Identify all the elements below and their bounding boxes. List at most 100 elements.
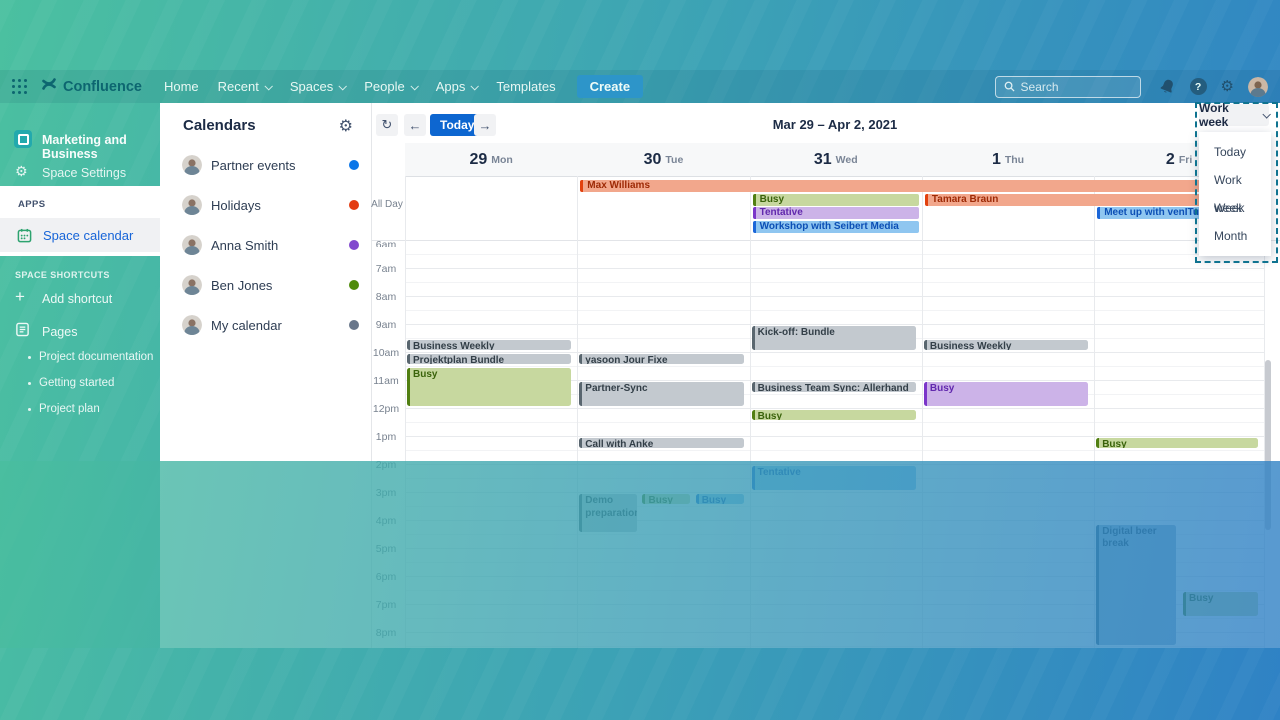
notifications-bell-icon[interactable] bbox=[1159, 78, 1176, 95]
dim-overlay bbox=[0, 461, 1280, 648]
help-icon[interactable]: ? bbox=[1189, 78, 1207, 95]
brand-name[interactable]: Confluence bbox=[63, 78, 142, 95]
today-button[interactable]: Today bbox=[430, 114, 485, 136]
column-gridline bbox=[749, 176, 751, 648]
calendar-name: Holidays bbox=[211, 197, 261, 213]
event[interactable]: Busy bbox=[407, 368, 572, 406]
calendar-name: Partner events bbox=[211, 157, 296, 173]
nav-item-home[interactable]: Home bbox=[163, 79, 199, 94]
avatar bbox=[182, 235, 202, 255]
sidebar-item-space-calendar[interactable]: Space calendar bbox=[0, 218, 160, 252]
view-menu-option[interactable]: Work week bbox=[1214, 173, 1243, 215]
allday-event[interactable]: Workshop with Seibert Media bbox=[752, 221, 919, 233]
nav-item-spaces[interactable]: Spaces bbox=[290, 79, 348, 94]
time-label: 12pm bbox=[372, 403, 400, 415]
bullet-icon bbox=[28, 355, 31, 359]
nav-item-recent[interactable]: Recent bbox=[218, 79, 273, 94]
calendar-color-dot[interactable] bbox=[349, 280, 359, 290]
nav-item-people[interactable]: People bbox=[364, 79, 419, 94]
previous-week-button[interactable]: ← bbox=[404, 114, 426, 136]
calendar-name: My calendar bbox=[211, 317, 282, 333]
avatar bbox=[182, 195, 202, 215]
time-label: 8am bbox=[375, 291, 397, 303]
sidebar-item-add-shortcut[interactable]: Add shortcut bbox=[42, 292, 113, 306]
calendars-settings-gear-icon[interactable]: ⚙ bbox=[338, 118, 353, 135]
event[interactable]: Business Team Sync: Allerhand bbox=[751, 382, 916, 392]
column-gridline bbox=[405, 176, 406, 648]
refresh-button[interactable]: ↻ bbox=[376, 114, 398, 136]
view-menu-option[interactable]: Month bbox=[1214, 229, 1248, 243]
space-settings-gear-icon: ⚙ bbox=[15, 163, 28, 179]
allday-event[interactable]: Tentative bbox=[752, 207, 919, 219]
allday-event[interactable]: Max Williams bbox=[580, 180, 1261, 192]
apps-section-highlight: APPS Space calendar bbox=[0, 186, 160, 256]
calendar-list-item[interactable]: My calendar bbox=[182, 305, 372, 345]
plus-icon: + bbox=[15, 287, 25, 306]
pages-icon bbox=[15, 322, 30, 342]
calendar-list-item[interactable]: Anna Smith bbox=[182, 225, 372, 265]
next-week-button[interactable]: → bbox=[474, 114, 496, 136]
bullet-icon bbox=[28, 381, 31, 385]
calendar-color-dot[interactable] bbox=[349, 240, 359, 250]
nav-item-templates[interactable]: Templates bbox=[496, 79, 556, 94]
allday-event[interactable]: Busy bbox=[752, 194, 919, 206]
calendar-color-dot[interactable] bbox=[349, 200, 359, 210]
arrow-right-icon: → bbox=[478, 117, 492, 133]
apps-section-header: APPS bbox=[18, 199, 46, 210]
event[interactable]: Busy bbox=[751, 410, 916, 420]
sidebar-page-links: Project documentation Getting started Proj… bbox=[0, 351, 160, 429]
avatar bbox=[182, 155, 202, 175]
calendar-list-item[interactable]: Holidays bbox=[182, 185, 372, 225]
search-input[interactable]: Search bbox=[994, 75, 1141, 98]
view-menu-option[interactable]: Week bbox=[1214, 201, 1245, 215]
sidebar-item-space-settings[interactable]: Space Settings bbox=[42, 166, 127, 180]
confluence-logo-icon[interactable] bbox=[41, 76, 57, 97]
space-icon[interactable] bbox=[14, 130, 32, 148]
event[interactable]: Busy bbox=[923, 382, 1089, 406]
day-header: 30 Tue bbox=[643, 150, 684, 168]
time-label: 11am bbox=[373, 375, 399, 387]
event[interactable]: Projektplan Bundle bbox=[407, 354, 572, 364]
event[interactable]: Business Weekly bbox=[923, 340, 1089, 350]
top-navigation: Confluence Home Recent Spaces People Apps Tem… bbox=[0, 70, 1280, 103]
event[interactable]: Partner-Sync bbox=[579, 382, 744, 406]
calendar-color-dot[interactable] bbox=[349, 160, 359, 170]
space-sidebar: Marketing and Business ⚙ Space Settings … bbox=[0, 103, 160, 720]
sidebar-page-link[interactable]: Project documentation bbox=[28, 351, 160, 363]
calendar-color-dot[interactable] bbox=[349, 320, 359, 330]
event[interactable]: yasoon Jour Fixe bbox=[579, 354, 744, 364]
allday-event[interactable]: Tamara Braun bbox=[924, 194, 1261, 206]
sidebar-page-link[interactable]: Project plan bbox=[28, 403, 160, 415]
calendar-icon bbox=[17, 228, 32, 242]
bullet-icon bbox=[28, 407, 31, 411]
nav-menu: Home Recent Spaces People Apps Templates bbox=[164, 79, 575, 94]
sidebar-item-pages[interactable]: Pages bbox=[42, 325, 78, 339]
calendar-name: Ben Jones bbox=[211, 277, 273, 293]
view-menu-option[interactable]: Today bbox=[1214, 145, 1247, 159]
avatar bbox=[182, 275, 202, 295]
calendar-list-item[interactable]: Partner events bbox=[182, 145, 372, 185]
create-button[interactable]: Create bbox=[576, 75, 644, 98]
shortcuts-section-header: SPACE SHORTCUTS bbox=[15, 270, 110, 280]
app-switcher-icon[interactable] bbox=[12, 79, 27, 94]
view-switcher-button[interactable]: Work week bbox=[1199, 101, 1271, 129]
profile-avatar[interactable] bbox=[1248, 76, 1268, 97]
vertical-scrollbar[interactable] bbox=[1265, 360, 1271, 530]
avatar bbox=[182, 315, 202, 335]
day-header: 2 Fri bbox=[1165, 150, 1193, 168]
calendar-list-item[interactable]: Ben Jones bbox=[182, 265, 372, 305]
column-gridline bbox=[1264, 176, 1265, 648]
event[interactable]: Call with Anke bbox=[579, 438, 744, 448]
all-day-label: All Day bbox=[371, 199, 403, 210]
event[interactable]: Business Weekly bbox=[407, 340, 572, 350]
column-gridline bbox=[577, 176, 579, 648]
nav-item-apps[interactable]: Apps bbox=[436, 79, 480, 94]
space-name[interactable]: Marketing and Business bbox=[42, 133, 127, 161]
column-gridline bbox=[1094, 176, 1096, 648]
sidebar-page-link[interactable]: Getting started bbox=[28, 377, 160, 389]
event[interactable]: Kick-off: Bundle bbox=[751, 326, 916, 350]
calendar-list: Partner events Holidays Anna Smith Ben Jone… bbox=[182, 145, 372, 345]
arrow-left-icon: ← bbox=[408, 117, 422, 133]
event[interactable]: Busy bbox=[1096, 438, 1258, 448]
settings-gear-icon[interactable]: ⚙ bbox=[1220, 78, 1234, 95]
